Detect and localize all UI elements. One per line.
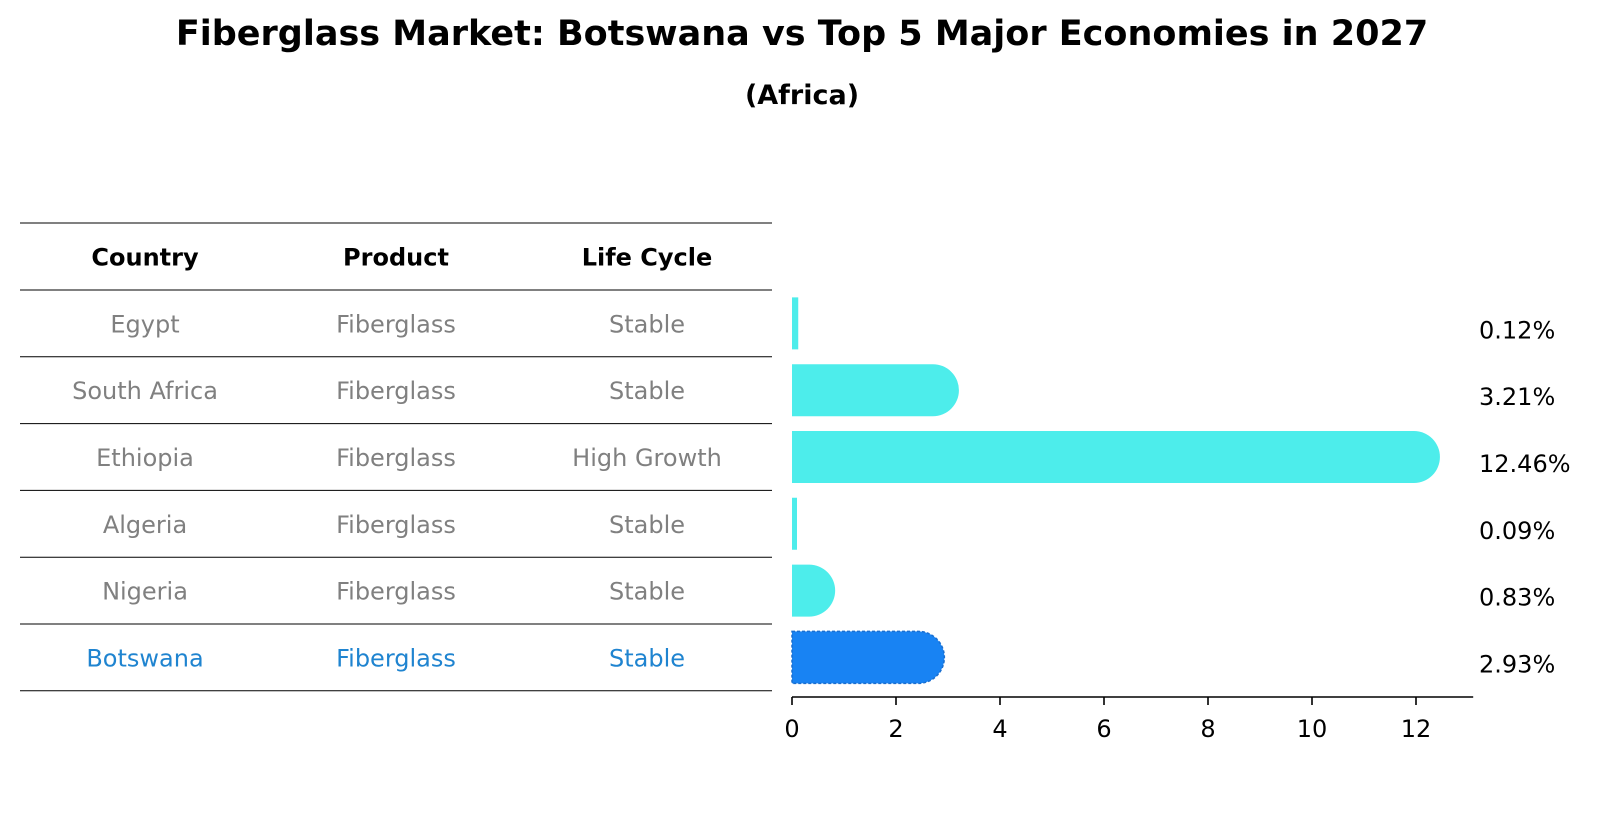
x-tick-label: 8 bbox=[1200, 715, 1215, 743]
value-label: 3.21% bbox=[1479, 383, 1555, 411]
table-cell-product: Fiberglass bbox=[336, 377, 456, 405]
table-cell-country: Egypt bbox=[110, 310, 179, 338]
x-tick-label: 6 bbox=[1096, 715, 1111, 743]
table-cell-country: Botswana bbox=[86, 644, 203, 672]
table-cell-life-cycle: Stable bbox=[609, 578, 685, 606]
bar-algeria bbox=[792, 497, 797, 550]
value-label: 0.09% bbox=[1479, 517, 1555, 545]
bar-botswana bbox=[791, 630, 946, 685]
x-tick-label: 4 bbox=[992, 715, 1007, 743]
table-cell-life-cycle: Stable bbox=[609, 644, 685, 672]
chart-subtitle: (Africa) bbox=[744, 80, 860, 111]
table-cell-life-cycle: Stable bbox=[609, 511, 685, 539]
bar-south-africa bbox=[792, 364, 959, 417]
value-label: 2.93% bbox=[1479, 650, 1555, 678]
bar-nigeria bbox=[792, 564, 836, 617]
table-cell-product: Fiberglass bbox=[336, 578, 456, 606]
value-label: 12.46% bbox=[1479, 450, 1571, 478]
table-cell-product: Fiberglass bbox=[336, 644, 456, 672]
x-tick-label: 10 bbox=[1297, 715, 1328, 743]
table-cell-product: Fiberglass bbox=[336, 444, 456, 472]
table-cell-life-cycle: High Growth bbox=[572, 444, 722, 472]
value-label: 0.83% bbox=[1479, 584, 1555, 612]
table-header-product: Product bbox=[343, 244, 449, 272]
table-header-country: Country bbox=[91, 244, 199, 272]
x-tick-label: 2 bbox=[888, 715, 903, 743]
chart-title: Fiberglass Market: Botswana vs Top 5 Maj… bbox=[175, 14, 1429, 54]
table-cell-life-cycle: Stable bbox=[609, 310, 685, 338]
table-cell-country: Nigeria bbox=[102, 578, 188, 606]
value-label: 0.12% bbox=[1479, 316, 1555, 344]
table-cell-country: Algeria bbox=[103, 511, 187, 539]
table-cell-country: Ethiopia bbox=[96, 444, 194, 472]
table-cell-product: Fiberglass bbox=[336, 511, 456, 539]
table-cell-country: South Africa bbox=[72, 377, 218, 405]
table-cell-life-cycle: Stable bbox=[609, 377, 685, 405]
bar-egypt bbox=[792, 297, 799, 350]
x-tick-label: 12 bbox=[1401, 715, 1432, 743]
bar-ethiopia bbox=[792, 431, 1440, 483]
table-header-life-cycle: Life Cycle bbox=[582, 244, 713, 272]
x-tick-label: 0 bbox=[784, 715, 799, 743]
table-cell-product: Fiberglass bbox=[336, 310, 456, 338]
